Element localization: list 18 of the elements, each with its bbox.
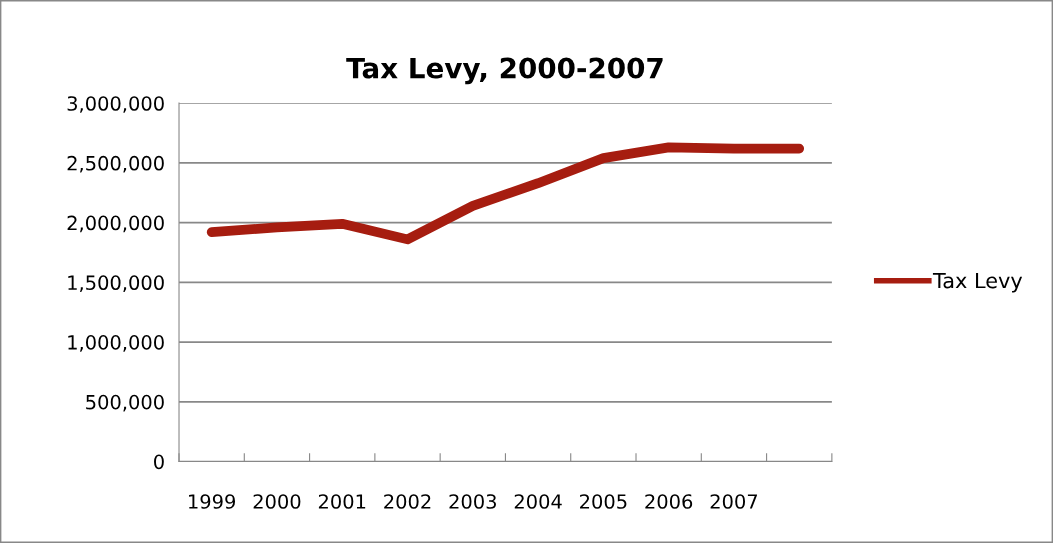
y-tick-label: 0	[154, 454, 164, 470]
y-tick-label: 3,000,000	[67, 96, 164, 113]
y-tick-label: 1,000,000	[68, 335, 164, 352]
x-tick-label: 1999	[189, 494, 236, 509]
x-tick-label: 2001	[318, 494, 366, 509]
x-tick-label: 2002	[384, 494, 431, 509]
y-tick-label: 1,500,000	[68, 275, 164, 293]
y-tick-label: 2,000,000	[67, 215, 164, 233]
x-tick-label: 2007	[710, 494, 758, 509]
chart-title: Tax Levy, 2000-2007	[346, 57, 663, 85]
x-tick-label: 2000	[253, 494, 301, 509]
x-tick-label: 2004	[514, 494, 562, 509]
x-tick-label: 2006	[645, 494, 693, 509]
x-tick-label: 2003	[449, 494, 496, 509]
y-tick-label: 2,500,000	[67, 155, 164, 173]
y-tick-label: 500,000	[86, 394, 164, 412]
legend-label: Tax Levy	[932, 272, 1023, 293]
x-tick-label: 2005	[580, 494, 627, 509]
